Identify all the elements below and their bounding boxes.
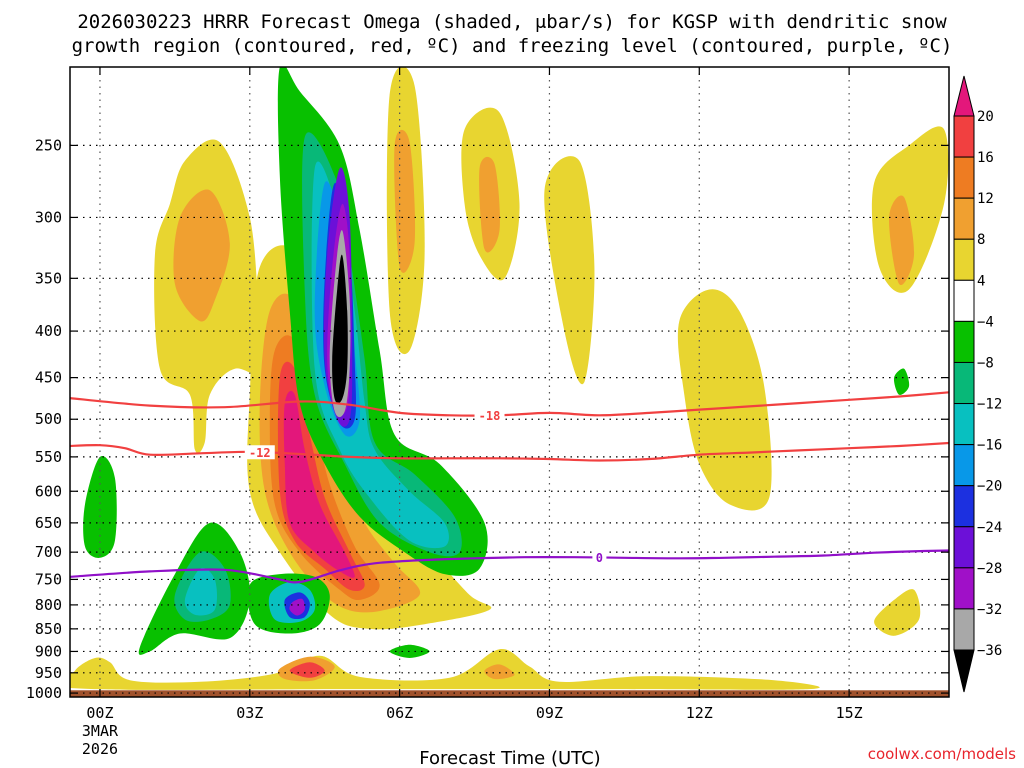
colorbar-swatch-13 [953, 608, 975, 651]
shaded-lower-left-negative-cyan [184, 567, 218, 616]
x-axis-title: Forecast Time (UTC) [419, 748, 600, 768]
colorbar-swatch-9 [953, 444, 975, 487]
y-tick-label-300: 300 [35, 208, 62, 226]
y-axis: 250 300 350 400 450 500 550 600 650 700 750 800 850 9… [26, 136, 949, 702]
shaded-upper-middle-positive-3 [544, 156, 595, 385]
colorbar-label-1: 16 [977, 150, 994, 166]
contour-label-dgz-minus-12: -12 [249, 446, 271, 460]
y-tick-label-350: 350 [35, 269, 62, 287]
y-tick-label-450: 450 [35, 369, 62, 387]
contour-label-bg-dgz-minus-18 [474, 408, 505, 423]
shaded-omega-negative-column-black [332, 254, 348, 404]
colorbar-swatch-11 [953, 526, 975, 569]
shaded-upper-left-positive-core [173, 189, 230, 322]
y-tick-label-800: 800 [35, 596, 62, 614]
x-tick-label-00Z: 00Z [86, 704, 113, 722]
contour-dgz-minus-18 [70, 391, 949, 417]
dotted-grid [70, 67, 949, 697]
colorbar-swatch-10 [953, 485, 975, 528]
y-tick-label-600: 600 [35, 482, 62, 500]
colorbar-label-2: 12 [977, 191, 994, 207]
plot-frame [69, 66, 950, 698]
source-credit[interactable]: coolwx.com/models [868, 745, 1016, 763]
colorbar-label-8: −16 [977, 438, 1002, 454]
colorbar: 20 16 12 8 4 −4 −8 −12 −16 −20 −24 −28 −32 −36 [953, 75, 1002, 693]
colorbar-label-11: −28 [977, 561, 1002, 577]
x-tick-label-06Z: 06Z [386, 704, 413, 722]
colorbar-label-10: −24 [977, 520, 1002, 536]
shaded-mid-positive-column-magenta [283, 390, 355, 578]
y-tick-label-650: 650 [35, 514, 62, 532]
colorbar-label-13: −36 [977, 643, 1002, 659]
contour-freezing-level-0 [70, 549, 949, 584]
colorbar-label-6: −8 [977, 355, 994, 371]
contour-label-bg-freezing-level-0 [592, 550, 607, 565]
y-tick-label-400: 400 [35, 322, 62, 340]
contour-dgz-minus-12 [70, 441, 949, 462]
colorbar-label-9: −20 [977, 479, 1002, 495]
x-tick-date-00Z: 3MAR [82, 722, 119, 740]
contour-label-freezing-level-0: 0 [596, 551, 603, 565]
shaded-low-positive-bump-8z [484, 664, 515, 680]
contour-label-dgz-minus-18: -18 [479, 409, 501, 423]
y-tick-label-900: 900 [35, 642, 62, 660]
colorbar-label-3: 8 [977, 232, 985, 248]
shaded-left-negative-blob [83, 455, 117, 558]
colorbar-label-5: −4 [977, 314, 994, 330]
shaded-small-negative-16z [893, 368, 910, 396]
colorbar-label-0: 20 [977, 109, 994, 125]
shaded-lower-right-positive [874, 589, 921, 636]
colorbar-label-12: −32 [977, 602, 1002, 618]
y-tick-label-950: 950 [35, 664, 62, 682]
ground-surface [70, 690, 949, 697]
x-tick-year-00Z: 2026 [82, 740, 118, 758]
colorbar-label-4: 4 [977, 273, 985, 289]
y-tick-label-500: 500 [35, 410, 62, 428]
colorbar-swatch-8 [953, 403, 975, 446]
y-tick-label-250: 250 [35, 136, 62, 154]
colorbar-swatch-1 [953, 115, 975, 158]
colorbar-swatch-5 [953, 279, 975, 322]
x-tick-label-12Z: 12Z [686, 704, 713, 722]
colorbar-swatch-7 [953, 361, 975, 405]
chart-title-line-1: 2026030223 HRRR Forecast Omega (shaded, … [77, 11, 947, 33]
x-tick-label-03Z: 03Z [236, 704, 263, 722]
shaded-upper-middle-positive-2-core [479, 156, 500, 253]
shaded-low-positive-bump-red [289, 662, 325, 678]
y-tick-label-550: 550 [35, 448, 62, 466]
chart-title-line-2: growth region (contoured, red, ºC) and f… [72, 35, 953, 57]
shaded-upper-right-positive-core [889, 195, 915, 286]
x-tick-label-15Z: 15Z [836, 704, 863, 722]
colorbar-bottom-arrow [953, 649, 975, 693]
y-tick-label-1000: 1000 [26, 684, 62, 702]
colorbar-label-7: −12 [977, 397, 1002, 413]
surface-ground-layer [70, 690, 949, 697]
y-tick-label-750: 750 [35, 570, 62, 588]
colorbar-swatch-4 [953, 238, 975, 281]
y-tick-label-700: 700 [35, 543, 62, 561]
shaded-low-vortex-negative-purple [289, 598, 305, 616]
temperature-contours: -18 -12 0 [70, 391, 949, 584]
shaded-upper-right-positive [871, 126, 949, 293]
colorbar-swatch-2 [953, 156, 975, 199]
colorbar-swatch-3 [953, 197, 975, 240]
colorbar-swatch-12 [953, 567, 975, 610]
x-tick-label-09Z: 09Z [536, 704, 563, 722]
colorbar-swatch-6 [953, 320, 975, 363]
y-tick-label-850: 850 [35, 620, 62, 638]
contour-label-bg-dgz-minus-12 [244, 445, 275, 460]
shaded-surface-positive-band [70, 649, 820, 690]
shaded-small-negative-6z [389, 644, 430, 658]
